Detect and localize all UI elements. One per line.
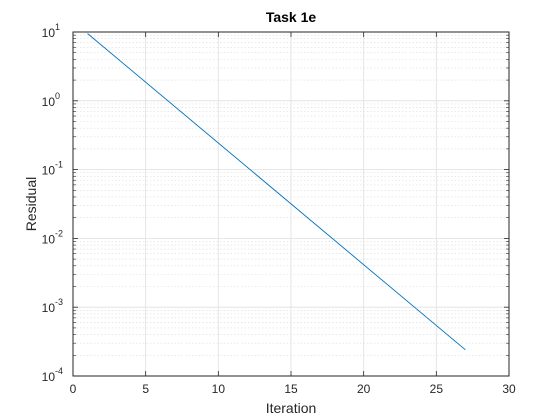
tick-marks [72, 31, 510, 377]
y-tick-label: 10 [42, 301, 56, 315]
x-tick-label: 30 [502, 382, 516, 396]
y-tick-exponent: -4 [55, 366, 63, 376]
y-axis-label: Residual [23, 177, 39, 231]
x-tick-label: 10 [212, 382, 226, 396]
residual-series-line [87, 33, 466, 351]
y-tick-label: 10 [42, 370, 56, 384]
y-tick-exponent: 1 [55, 22, 60, 32]
y-tick-label: 10 [42, 232, 56, 246]
y-tick-exponent: 0 [55, 91, 60, 101]
series-layer [87, 33, 466, 351]
x-tick-labels: 0 5 10 15 20 25 30 [70, 382, 516, 396]
major-grid [73, 32, 509, 376]
x-axis-label: Iteration [266, 400, 317, 416]
y-tick-label: 10 [42, 164, 56, 178]
x-tick-label: 20 [357, 382, 371, 396]
x-tick-label: 15 [284, 382, 298, 396]
chart-title: Task 1e [266, 9, 317, 25]
y-tick-exponent: -2 [55, 228, 63, 238]
y-tick-exponent: -3 [55, 297, 63, 307]
y-tick-label: 10 [42, 26, 56, 40]
y-tick-label: 10 [42, 95, 56, 109]
x-tick-label: 25 [430, 382, 444, 396]
x-tick-label: 5 [142, 382, 149, 396]
y-tick-exponent: -1 [55, 160, 63, 170]
x-tick-label: 0 [70, 382, 77, 396]
